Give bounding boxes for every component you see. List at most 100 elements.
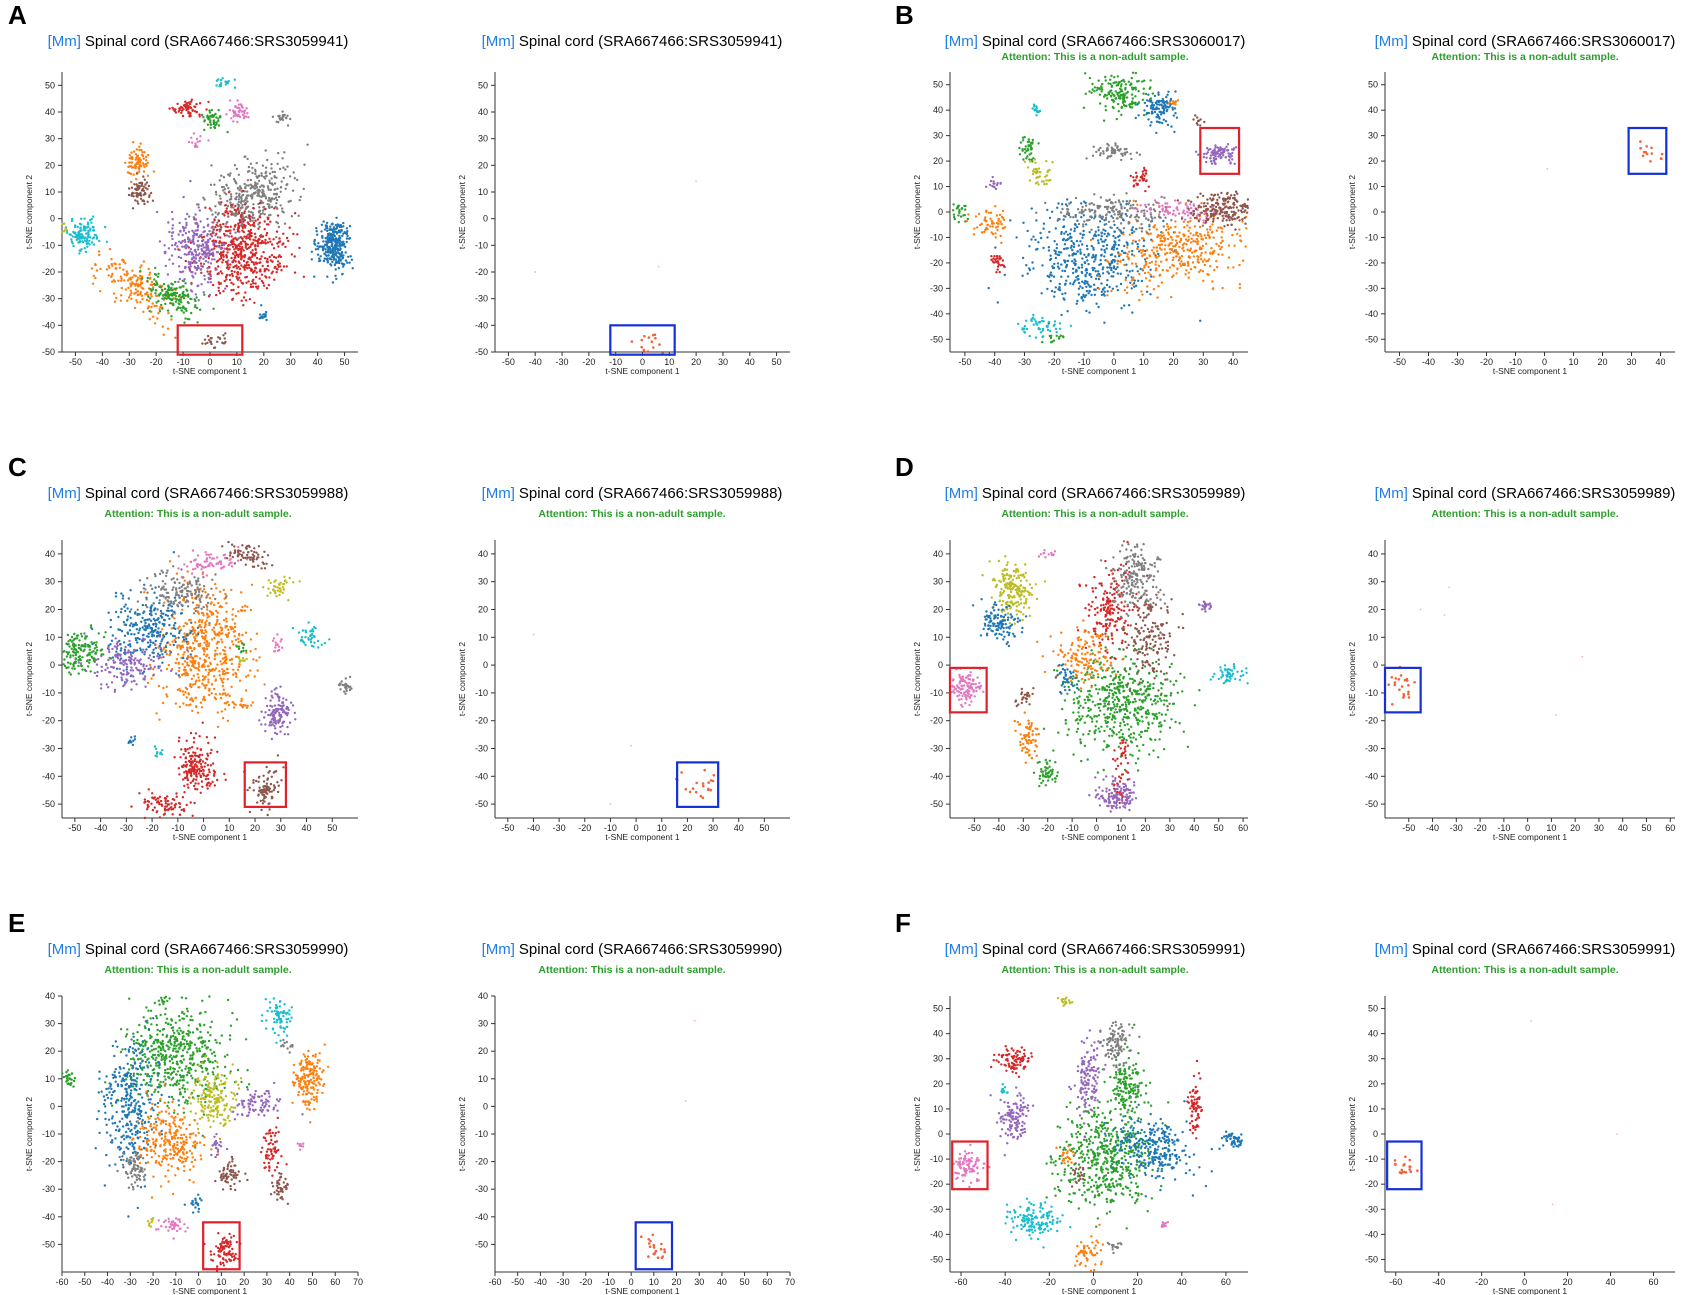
cell-point: [293, 271, 297, 274]
cell-point: [316, 253, 320, 256]
cell-point: [1140, 230, 1144, 233]
cell-point: [1219, 241, 1223, 245]
cell-point: [1209, 205, 1212, 208]
cell-point: [261, 209, 265, 212]
cell-point: [1221, 253, 1224, 256]
cell-point: [170, 254, 174, 257]
cell-point: [183, 238, 186, 242]
cell-point: [229, 243, 232, 247]
cell-point: [234, 198, 238, 201]
cell-point: [139, 281, 143, 284]
cell-point: [212, 221, 215, 224]
cell-point: [1216, 193, 1220, 196]
cell-point: [171, 227, 174, 230]
cell-point: [92, 229, 95, 232]
cell-point: [233, 635, 236, 638]
cell-point: [1202, 209, 1206, 213]
cell-point: [171, 302, 174, 305]
cell-point: [126, 272, 129, 275]
cell-point: [1174, 112, 1177, 115]
cell-point: [1106, 97, 1109, 100]
cell-point: [1084, 208, 1087, 212]
cell-point: [211, 248, 215, 251]
cell-point: [1118, 212, 1121, 216]
cell-point: [998, 213, 1002, 217]
cell-point: [181, 239, 184, 243]
cell-point: [330, 258, 333, 261]
cell-point: [240, 281, 243, 284]
cell-point: [1113, 230, 1116, 233]
cell-point: [1178, 240, 1182, 244]
cell-point: [213, 258, 216, 261]
cell-point: [231, 613, 234, 616]
cell-point: [134, 163, 137, 167]
cell-point: [1150, 260, 1154, 264]
cell-point: [168, 258, 171, 261]
cell-point: [275, 271, 278, 274]
cell-point: [118, 266, 122, 269]
cell-point: [248, 266, 251, 269]
cell-point: [192, 231, 195, 234]
cell-point: [140, 189, 144, 192]
cell-point: [167, 221, 170, 224]
cell-point: [1025, 327, 1029, 331]
cell-point: [245, 184, 248, 187]
cell-point: [247, 229, 250, 233]
cell-point: [1222, 207, 1225, 211]
cell-point: [654, 336, 657, 340]
cell-point: [1028, 179, 1032, 182]
cell-point: [326, 246, 329, 249]
cell-point: [1082, 214, 1086, 217]
cell-point: [201, 236, 204, 239]
cell-point: [1144, 189, 1147, 193]
cell-point: [251, 171, 254, 175]
cell-point: [318, 259, 321, 263]
cell-point: [1106, 232, 1110, 235]
cell-point: [176, 102, 179, 106]
cell-point: [1081, 205, 1084, 209]
x-tick-label: 20: [1168, 357, 1178, 367]
cell-point: [255, 161, 258, 165]
cell-point: [1130, 214, 1133, 217]
cell-point: [1016, 322, 1020, 326]
cell-point: [1143, 101, 1147, 105]
cell-point: [647, 336, 651, 339]
cell-point: [282, 232, 285, 235]
cell-point: [194, 272, 197, 275]
cell-point: [211, 594, 215, 597]
cell-point: [1172, 274, 1175, 277]
cell-point: [189, 179, 192, 183]
cell-point: [1049, 329, 1052, 333]
cell-point: [259, 316, 262, 319]
cell-point: [265, 231, 269, 235]
cell-point: [225, 254, 228, 258]
cell-point: [262, 206, 265, 209]
cell-point: [1113, 151, 1117, 154]
cell-point: [196, 239, 200, 243]
cell-point: [103, 225, 107, 229]
cell-point: [199, 262, 203, 265]
cell-point: [1075, 302, 1078, 305]
cell-point: [1168, 242, 1172, 245]
cell-point: [218, 674, 221, 677]
cell-point: [1136, 242, 1139, 246]
cell-point: [166, 309, 170, 312]
cell-point: [152, 315, 155, 318]
cell-point: [1116, 235, 1120, 238]
cell-point: [273, 207, 276, 210]
y-tick-label: -50: [475, 347, 488, 357]
cell-point: [177, 110, 180, 113]
cell-point: [1650, 152, 1654, 155]
cell-point: [211, 213, 214, 216]
cell-point: [1101, 272, 1105, 275]
cell-point: [202, 238, 205, 242]
cell-point: [1218, 212, 1222, 216]
cell-point: [173, 108, 176, 111]
cell-point: [126, 299, 129, 302]
cell-point: [333, 263, 337, 267]
cell-point: [286, 124, 290, 127]
cell-point: [1116, 288, 1120, 292]
cell-point: [136, 285, 140, 288]
cell-point: [125, 270, 128, 273]
cell-point: [1073, 227, 1077, 230]
